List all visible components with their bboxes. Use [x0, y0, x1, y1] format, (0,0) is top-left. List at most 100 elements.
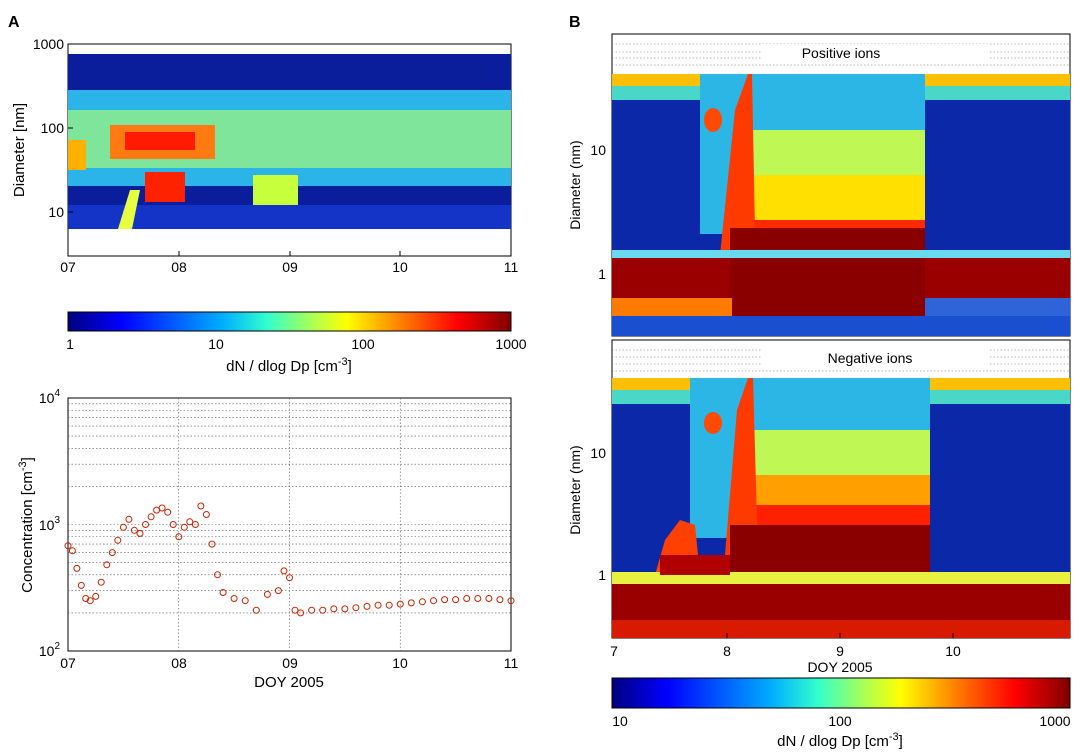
- scatter-point: [219, 589, 227, 596]
- axis-a-top-y: 10 100 1000: [33, 36, 64, 220]
- scatter-point: [130, 526, 138, 534]
- tick-b-neg-y-1: 10: [590, 445, 606, 461]
- scatter-a-points: [64, 502, 515, 617]
- scatter-point: [108, 549, 116, 557]
- scatter-point: [352, 604, 360, 612]
- colorbar-b-tick-1: 100: [828, 713, 852, 729]
- scatter-point: [73, 564, 81, 572]
- tick-b-neg-x-0: 7: [610, 643, 618, 659]
- heatmap-b-pos-dark-event: [730, 228, 925, 318]
- heatmap-b-pos-lower-mixed: [612, 298, 732, 316]
- colorbar-b-tick-0: 10: [612, 713, 628, 729]
- tick-b-pos-y-1: 10: [590, 142, 606, 158]
- heatmap-b-neg-bottom-band: [612, 620, 1070, 638]
- heatmap-a-bottom-band: [68, 205, 511, 229]
- scatter-point: [230, 595, 238, 602]
- scatter-point: [319, 606, 327, 614]
- colorbar-a-tick-3: 1000: [495, 336, 526, 352]
- scatter-point: [164, 508, 172, 516]
- tick-a-bottom-y-0: 102: [39, 641, 61, 659]
- colorbar-a: 1 10 100 1000 dN / dlog Dp [cm-3]: [66, 311, 527, 375]
- tick-b-neg-x-3: 10: [945, 643, 961, 659]
- scatter-point: [418, 598, 426, 606]
- heatmap-b-pos-growth: [720, 74, 760, 255]
- tick-a-top-y-1: 100: [41, 120, 65, 136]
- colorbar-a-tick-0: 1: [66, 336, 74, 352]
- ylabel-b-positive: Diameter (nm): [567, 140, 583, 229]
- scatter-point: [407, 599, 415, 607]
- scatter-point: [208, 540, 216, 548]
- scatter-point: [142, 521, 149, 528]
- heatmap-b-neg-dark-band: [612, 584, 1070, 620]
- scatter-point: [241, 597, 249, 605]
- panel-a-concentration: 07 08 09 10 11 102 103 104 DOY 2005 Conc…: [17, 388, 518, 691]
- scatter-point: [263, 590, 271, 598]
- scatter-point: [103, 561, 111, 569]
- heatmap-b-neg-hotspot: [704, 412, 722, 434]
- grid-a-bottom: [68, 398, 511, 651]
- heatmap-b-neg-growth: [725, 378, 762, 555]
- scatter-point: [341, 605, 349, 613]
- scatter-point: [441, 596, 449, 604]
- heatmap-b-pos-bottom-band: [612, 316, 1070, 336]
- axis-a-top-x: 07 08 09 10 11: [60, 259, 518, 275]
- tick-a-bottom-x-4: 11: [504, 655, 519, 671]
- colorbar-a-tick-1: 10: [208, 336, 224, 352]
- heatmap-b-pos-lower-mixed-2: [925, 298, 1070, 316]
- heatmap-a-cells: [68, 54, 511, 229]
- tick-a-bottom-x-3: 10: [392, 655, 408, 671]
- tick-a-bottom-y-2: 104: [39, 388, 61, 406]
- axis-b-pos-y: 1 10: [590, 142, 606, 282]
- scatter-point: [68, 547, 76, 555]
- xlabel-b: DOY 2005: [807, 659, 872, 675]
- scatter-point: [363, 602, 371, 610]
- scatter-point: [77, 581, 85, 589]
- tick-a-top-x-0: 07: [60, 259, 76, 275]
- scatter-point: [280, 567, 288, 575]
- heatmap-a-growth: [118, 190, 140, 229]
- scatter-point: [297, 609, 305, 617]
- scatter-point: [186, 518, 194, 526]
- panel-label-a: A: [8, 14, 20, 31]
- axis-a-bottom-y: 102 103 104: [39, 388, 61, 659]
- scatter-point: [430, 597, 437, 605]
- panel-b-negative-ions: Negative ions 1 10 Diameter (nm) 7 8 9 1…: [567, 339, 1071, 675]
- scatter-point: [197, 502, 205, 510]
- scatter-point: [286, 574, 293, 582]
- scatter-point: [114, 536, 122, 544]
- axis-b-neg-y: 1 10: [590, 445, 606, 583]
- colorbar-b-tick-2: 1000: [1039, 713, 1070, 729]
- scatter-point: [125, 515, 133, 523]
- colorbar-b: 10 100 1000 dN / dlog Dp [cm-3]: [611, 677, 1071, 750]
- axis-a-bottom-x: 07 08 09 10 11: [60, 655, 518, 671]
- colorbar-a-label: dN / dlog Dp [cm-3]: [226, 356, 352, 375]
- scatter-point: [119, 523, 127, 531]
- scatter-point: [86, 597, 94, 605]
- tick-a-bottom-x-2: 09: [282, 655, 298, 671]
- tick-a-top-y-2: 1000: [33, 36, 64, 52]
- title-b-negative: Negative ions: [828, 350, 913, 366]
- scatter-point: [385, 601, 393, 609]
- xlabel-a-bottom: DOY 2005: [254, 674, 324, 691]
- scatter-point: [147, 513, 155, 521]
- heatmap-b-neg-early-dark: [660, 555, 730, 575]
- tick-b-neg-x-2: 9: [836, 643, 844, 659]
- heatmap-a-mode-2: [145, 172, 185, 202]
- scatter-point: [308, 606, 316, 614]
- scatter-point: [496, 596, 504, 604]
- scatter-point: [92, 592, 100, 600]
- scatter-point: [214, 571, 221, 579]
- tick-b-neg-x-1: 8: [723, 643, 731, 659]
- ylabel-b-negative: Diameter (nm): [567, 445, 583, 534]
- panel-b-positive-ions: Positive ions 1 10 Diameter (nm): [567, 33, 1071, 337]
- scatter-point: [158, 504, 166, 512]
- scatter-point: [463, 595, 471, 602]
- colorbar-a-tick-2: 100: [351, 336, 375, 352]
- scatter-point: [64, 542, 72, 550]
- heatmap-b-neg-cells: [612, 378, 1070, 638]
- scatter-point: [136, 529, 144, 537]
- scatter-point: [396, 600, 404, 608]
- scatter-point: [252, 606, 260, 614]
- tick-a-top-x-2: 09: [282, 259, 298, 275]
- ylabel-a-bottom: Concentration [cm-3]: [17, 457, 36, 593]
